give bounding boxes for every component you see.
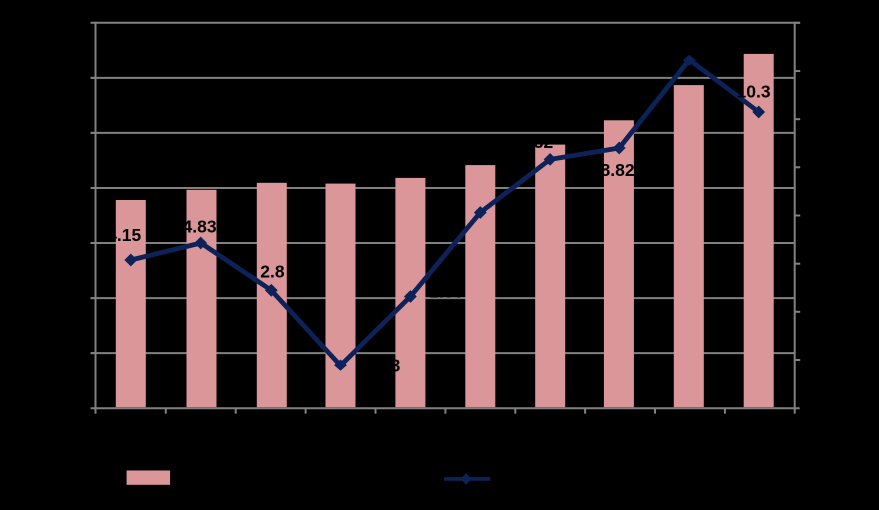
svg-text:2.59: 2.59 — [429, 282, 463, 302]
svg-text:4.83: 4.83 — [183, 217, 217, 237]
svg-text:2.8: 2.8 — [260, 262, 285, 282]
svg-text:10.3: 10.3 — [737, 82, 771, 102]
svg-text:Series1: Series1 — [180, 468, 243, 488]
svg-text:-0.23: -0.23 — [361, 355, 401, 375]
svg-text:4.15: 4.15 — [107, 225, 141, 245]
svg-text:8.82: 8.82 — [601, 160, 635, 180]
svg-text:Series2: Series2 — [500, 468, 563, 488]
svg-text:8.32: 8.32 — [519, 132, 553, 152]
